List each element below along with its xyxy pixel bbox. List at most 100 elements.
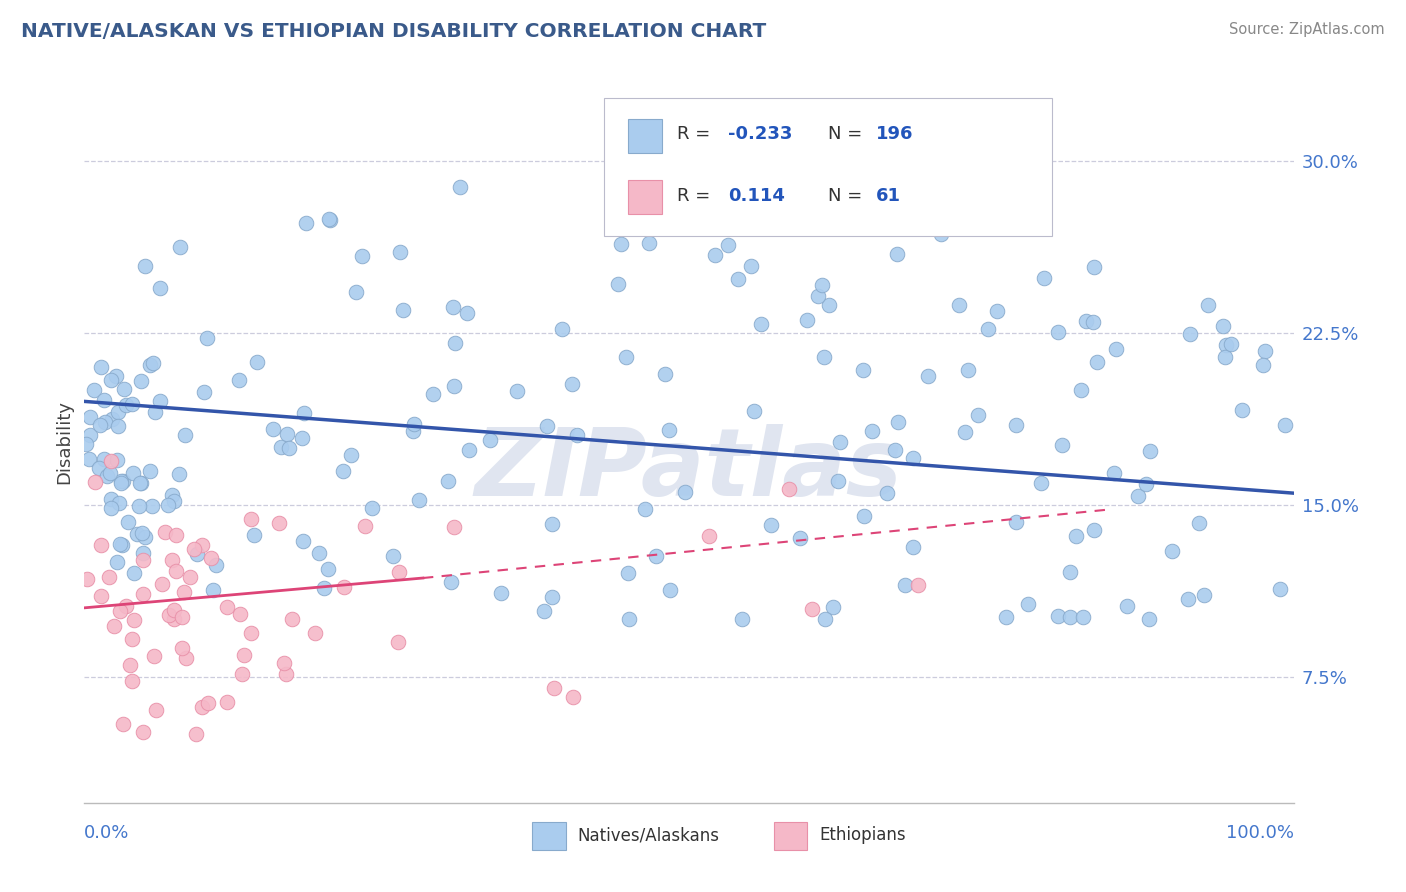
Point <box>122 466 145 480</box>
Point <box>273 656 295 670</box>
Point <box>1083 260 1105 275</box>
Point <box>204 558 226 572</box>
Point <box>193 385 215 400</box>
Point <box>350 249 373 263</box>
Point <box>112 382 135 396</box>
Point <box>1192 588 1215 602</box>
Point <box>437 475 460 489</box>
FancyBboxPatch shape <box>773 822 807 850</box>
Point <box>440 574 463 589</box>
Point <box>76 572 98 586</box>
Point <box>1116 599 1139 613</box>
Point <box>1074 313 1097 327</box>
Point <box>98 466 121 480</box>
Point <box>105 368 128 383</box>
Point <box>658 424 681 438</box>
FancyBboxPatch shape <box>628 180 662 214</box>
Point <box>645 549 668 563</box>
Point <box>183 541 205 556</box>
Point <box>122 566 145 581</box>
Point <box>402 417 425 431</box>
Point <box>231 666 253 681</box>
Point <box>215 599 238 614</box>
Point <box>291 431 314 445</box>
Text: Ethiopians: Ethiopians <box>820 826 905 845</box>
Point <box>1274 418 1296 433</box>
Point <box>1251 359 1274 373</box>
Point <box>813 612 835 626</box>
Point <box>90 537 112 551</box>
Point <box>100 373 122 387</box>
Point <box>1033 271 1056 285</box>
Point <box>422 387 444 401</box>
Point <box>1137 612 1160 626</box>
Point <box>145 703 167 717</box>
Point <box>292 406 315 420</box>
Text: 61: 61 <box>876 187 901 205</box>
Text: 0.114: 0.114 <box>728 187 785 205</box>
Point <box>893 577 915 591</box>
Point <box>727 272 749 286</box>
Point <box>778 483 800 497</box>
Point <box>1213 350 1236 364</box>
Point <box>150 577 173 591</box>
Point <box>155 524 177 539</box>
Point <box>239 512 262 526</box>
Point <box>160 553 183 567</box>
Point <box>229 607 252 621</box>
Point <box>1059 566 1081 580</box>
Point <box>659 583 682 598</box>
Point <box>139 463 162 477</box>
Point <box>120 657 142 672</box>
Point <box>243 528 266 542</box>
Point <box>163 612 186 626</box>
Point <box>1128 489 1150 503</box>
Text: 196: 196 <box>876 126 914 144</box>
Point <box>125 527 148 541</box>
Point <box>1105 342 1128 356</box>
Point <box>1064 529 1087 543</box>
Point <box>986 303 1008 318</box>
Point <box>232 648 254 662</box>
FancyBboxPatch shape <box>605 98 1052 235</box>
Point <box>184 727 207 741</box>
Point <box>276 426 298 441</box>
Point <box>121 397 143 411</box>
Point <box>129 476 152 491</box>
Point <box>318 213 340 227</box>
Point <box>478 434 501 448</box>
Point <box>1230 402 1253 417</box>
Point <box>292 534 315 549</box>
Point <box>818 298 841 312</box>
Point <box>561 690 583 705</box>
Text: R =: R = <box>676 187 716 205</box>
Point <box>129 476 152 491</box>
Point <box>276 667 298 681</box>
Point <box>1102 466 1125 480</box>
Point <box>956 363 979 377</box>
Point <box>759 517 782 532</box>
Point <box>811 277 834 292</box>
Point <box>1212 318 1234 333</box>
Point <box>796 312 818 326</box>
Point <box>886 247 908 261</box>
Point <box>202 582 225 597</box>
Point <box>638 236 661 251</box>
Point <box>823 600 845 615</box>
Point <box>852 508 875 523</box>
Point <box>124 613 146 627</box>
Point <box>316 562 339 576</box>
Point <box>1139 443 1161 458</box>
Point <box>278 442 301 456</box>
Point <box>1071 610 1094 624</box>
Point <box>536 418 558 433</box>
Point <box>172 640 194 655</box>
Point <box>717 237 740 252</box>
Point <box>1083 523 1105 537</box>
Point <box>142 356 165 370</box>
Point <box>344 285 367 299</box>
Point <box>955 425 977 439</box>
Point <box>94 415 117 429</box>
Point <box>565 428 588 442</box>
Point <box>115 599 138 613</box>
